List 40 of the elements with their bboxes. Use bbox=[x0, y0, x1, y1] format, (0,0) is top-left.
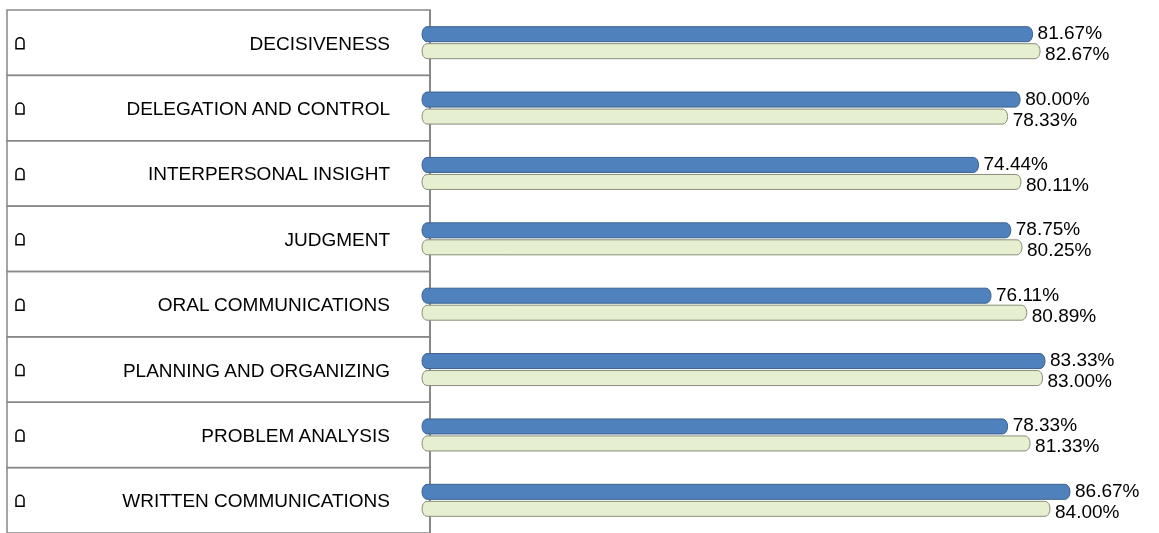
bar bbox=[421, 26, 1034, 43]
data-label: 86.67% bbox=[1075, 479, 1140, 501]
data-label: 81.67% bbox=[1037, 22, 1103, 44]
bar bbox=[421, 304, 1028, 321]
bar bbox=[421, 173, 1022, 190]
bar bbox=[421, 43, 1041, 60]
y-tick-label: DELEGATION AND CONTROL bbox=[126, 98, 390, 120]
data-label: 84.00% bbox=[1055, 500, 1120, 522]
bar bbox=[421, 239, 1023, 256]
y-tick-label: DECISIVENESS bbox=[249, 32, 390, 54]
data-label: 80.89% bbox=[1031, 304, 1097, 326]
y-tick-label: ORAL COMMUNICATIONS bbox=[157, 294, 390, 316]
y-tick-label: WRITTEN COMMUNICATIONS bbox=[122, 490, 390, 512]
bar bbox=[421, 370, 1044, 387]
bar bbox=[421, 418, 1009, 435]
y-tick-label: PLANNING AND ORGANIZING bbox=[122, 359, 390, 381]
bar bbox=[421, 108, 1009, 125]
data-label: 81.33% bbox=[1035, 435, 1100, 457]
bar bbox=[421, 222, 1012, 239]
y-tick-label: PROBLEM ANALYSIS bbox=[201, 424, 390, 446]
data-label: 80.11% bbox=[1025, 173, 1090, 195]
data-label: 83.00% bbox=[1047, 370, 1113, 392]
data-label: 80.25% bbox=[1027, 239, 1092, 261]
data-label: 78.33% bbox=[1012, 108, 1078, 130]
bar bbox=[421, 156, 980, 173]
y-tick-label: INTERPERSONAL INSIGHT bbox=[147, 163, 391, 185]
data-label: 78.75% bbox=[1015, 218, 1081, 240]
bar bbox=[421, 500, 1051, 517]
data-label: 76.11% bbox=[996, 283, 1060, 305]
data-label: 83.33% bbox=[1050, 349, 1115, 371]
bar bbox=[421, 483, 1071, 500]
data-label: 80.00% bbox=[1025, 87, 1090, 109]
bar bbox=[421, 353, 1046, 370]
y-tick-label: JUDGMENT bbox=[284, 228, 391, 250]
data-label: 82.67% bbox=[1045, 43, 1110, 65]
bar bbox=[421, 435, 1031, 452]
bar bbox=[421, 287, 992, 304]
data-label: 78.33% bbox=[1012, 414, 1078, 436]
bar bbox=[421, 91, 1021, 108]
data-label: 74.44% bbox=[983, 152, 1049, 174]
